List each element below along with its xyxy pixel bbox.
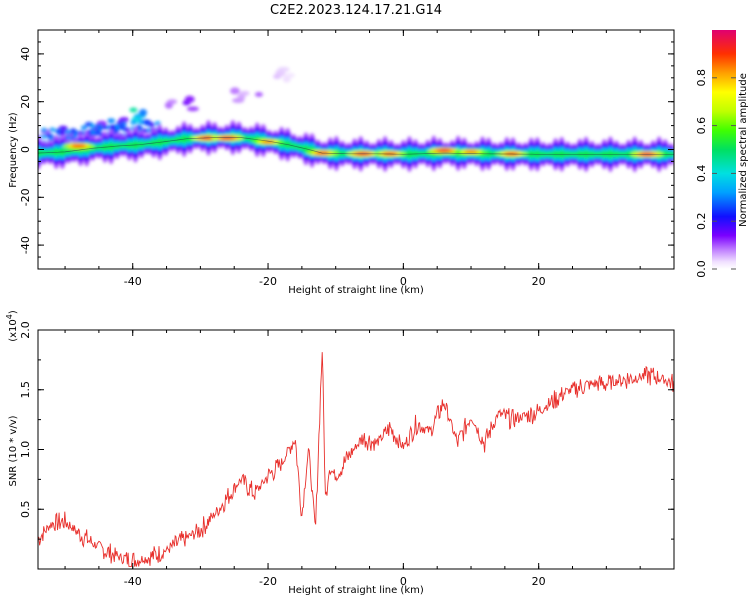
y-axis-label: Frequency (Hz) [8,112,19,188]
heatmap-cell [89,123,97,129]
bottom-plot-frame [37,329,675,570]
heatmap-cell [141,128,149,134]
colorbar-tick-label: 0.8 [695,69,708,87]
heatmap-patch [167,99,178,105]
heatmap-patch [107,118,116,124]
x-tick-label: 0 [400,575,407,588]
heatmap-cells [38,66,674,173]
heatmap-patch [139,108,148,116]
y-tick-label: 1.5 [19,381,32,399]
heatmap-hotspot [464,150,479,154]
heatmap-cell [138,119,145,125]
y-tick-label: 0 [19,146,32,153]
heatmap-patch [118,117,129,123]
heatmap-cell [69,128,77,134]
snr-series-line [38,352,674,568]
x-tick-label: -40 [124,275,142,288]
heatmap-patch [184,95,195,103]
x-tick-label: -20 [259,275,277,288]
colorbar-tick-label: 0.6 [695,117,708,135]
bottom-plot-axes: -40 -20 0 20 0.5 1.0 1.5 2.0 Height of straight … [5,310,675,596]
spectrogram-heatmap [38,66,674,173]
heatmap-patch [239,90,250,96]
snr-line-plot [38,352,674,568]
heatmap-patch [229,87,240,95]
x-tick-label: 20 [532,575,546,588]
heatmap-patch [129,107,138,113]
colorbar-tick-label: 0.0 [695,260,708,278]
top-plot-axes: -40 -20 0 20 -40 -20 0 20 40 Height of straight l… [8,30,675,296]
heatmap-hotspot [436,149,451,153]
heatmap-cell [59,130,66,136]
y-tick-label: 1.0 [19,441,32,459]
heatmap-hotspot [220,136,235,140]
heatmap-patch [284,72,295,78]
ridge-line [38,137,674,155]
heatmap-cell [89,129,97,135]
x-tick-label: 20 [532,275,546,288]
y-tick-label: -20 [19,188,32,206]
chart-title: C2E2.2023.124.17.21.G14 [270,3,442,18]
heatmap-cell [65,135,72,141]
colorbar-tick-label: 0.2 [695,212,708,230]
y-tick-label: 40 [19,47,32,61]
y-tick-label: 0.5 [19,501,32,519]
colorbar-label: Normalized spectral amplitude [738,73,749,227]
heatmap-cell [96,123,103,129]
heatmap-hotspot [71,144,86,148]
colorbar-axis: 0.0 0.2 0.4 0.6 0.8 Normalized spectral ampli… [695,69,749,278]
colorbar-tick-label: 0.4 [695,165,708,183]
x-axis-label: Height of straight line (km) [288,285,424,296]
heatmap-cell [130,120,137,125]
y-tick-label: -40 [19,236,32,254]
heatmap-cell [49,127,56,133]
heatmap-cell [101,124,109,130]
y-tick-label: 20 [19,95,32,109]
heatmap-cell [45,132,53,138]
x-axis-label: Height of straight line (km) [288,585,424,596]
heatmap-patch [254,92,263,98]
heatmap-cell [148,122,155,128]
y-axis-label: SNR (10 * v/v) [8,415,19,486]
heatmap-cell [80,125,88,131]
heatmap-cell [119,125,126,131]
x-tick-label: -40 [124,575,142,588]
heatmap-cell [120,121,128,127]
heatmap-cell [40,127,48,133]
y-axis-multiplier: (x104) [5,310,19,342]
heatmap-cell [135,124,143,130]
colorbar [712,30,736,269]
heatmap-patch [186,106,199,112]
heatmap-hotspot [261,140,276,144]
heatmap-cell [109,124,116,130]
x-tick-label: -20 [259,575,277,588]
y-tick-label: 2.0 [19,321,32,339]
heatmap-cell [113,124,121,130]
heatmap-patch [277,66,290,72]
x-tick-label: 0 [400,275,407,288]
heatmap-cell [77,130,84,136]
